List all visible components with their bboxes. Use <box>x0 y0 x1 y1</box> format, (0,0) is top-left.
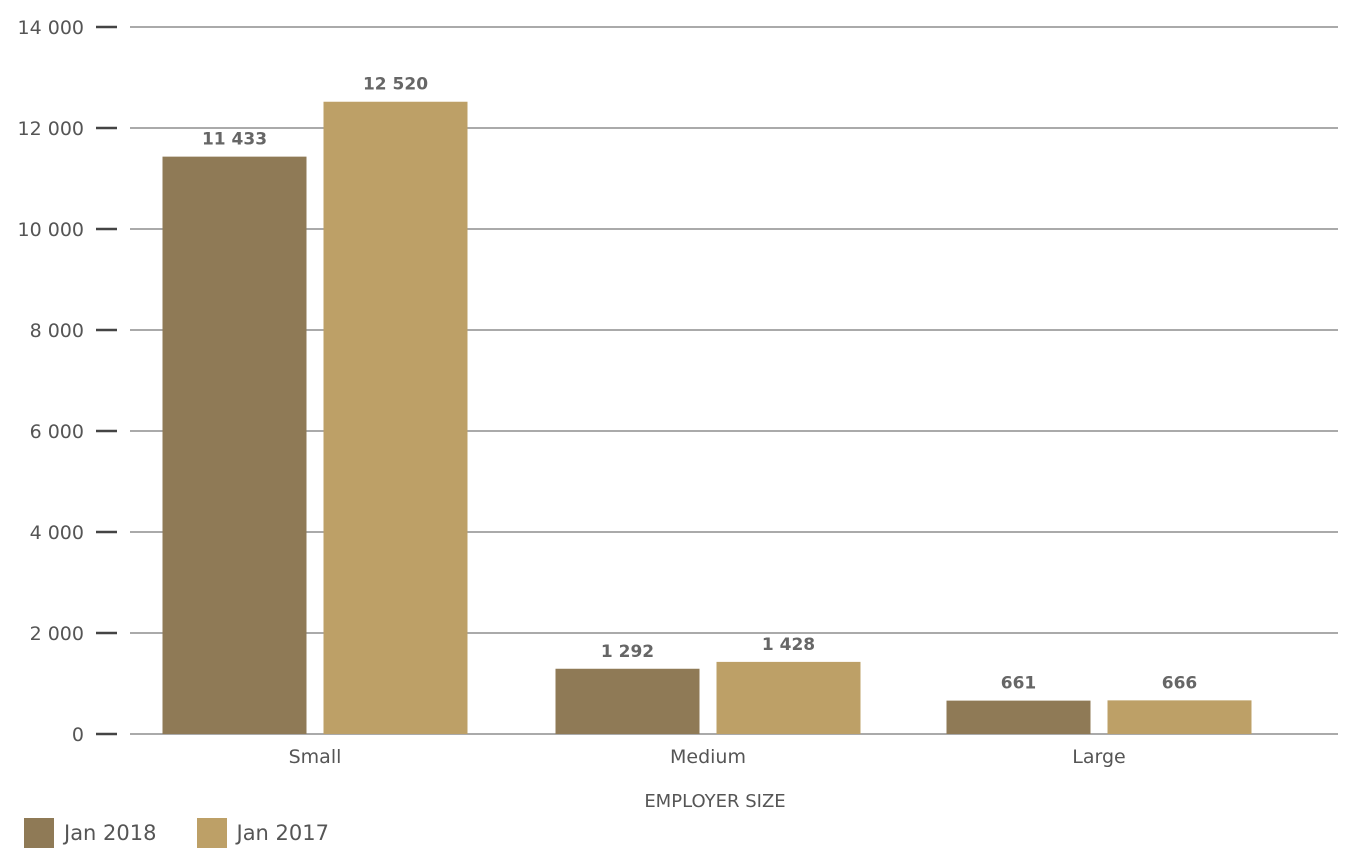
bar-jan-2018-small <box>162 156 307 735</box>
data-label-jan-2018-medium: 1 292 <box>601 642 654 662</box>
legend-label-series-1: Jan 2017 <box>236 821 330 845</box>
y-tick-label-1: 2 000 <box>30 623 84 645</box>
y-tick-label-2: 4 000 <box>30 522 84 544</box>
y-tick-label-0: 0 <box>72 724 84 746</box>
bar-jan-2017-large <box>1107 700 1252 734</box>
legend-swatch-series-0 <box>24 818 54 848</box>
legend-label-series-0: Jan 2018 <box>64 821 157 845</box>
x-category-label-small: Small <box>289 746 342 768</box>
data-label-jan-2018-large: 661 <box>1001 674 1037 694</box>
bar-jan-2018-large <box>946 700 1091 734</box>
y-tick-label-7: 14 000 <box>18 17 84 39</box>
data-label-jan-2017-small: 12 520 <box>363 75 428 95</box>
x-axis-title: EMPLOYER SIZE <box>644 791 785 810</box>
legend-item-series-1: Jan 2017 <box>196 818 330 848</box>
legend-item-series-0: Jan 2018 <box>24 818 157 848</box>
x-category-label-medium: Medium <box>670 746 746 768</box>
bar-jan-2017-medium <box>716 661 861 734</box>
y-tick-label-6: 12 000 <box>18 118 84 140</box>
legend-swatch-series-1 <box>196 818 227 848</box>
y-tick-label-3: 6 000 <box>30 421 84 443</box>
data-label-jan-2017-medium: 1 428 <box>762 635 815 655</box>
y-tick-label-5: 10 000 <box>18 219 84 241</box>
bar-jan-2017-small <box>323 101 468 735</box>
y-tick-label-4: 8 000 <box>30 320 84 342</box>
x-category-label-large: Large <box>1072 746 1125 768</box>
bar-jan-2018-medium <box>555 668 700 734</box>
data-label-jan-2017-large: 666 <box>1162 673 1198 693</box>
data-label-jan-2018-small: 11 433 <box>202 130 267 150</box>
bar-chart-svg: 0 2 000 4 000 6 000 8 000 10 000 12 000 14 000 1… <box>18 17 1338 810</box>
legend: Jan 2018 Jan 2017 <box>24 818 369 848</box>
